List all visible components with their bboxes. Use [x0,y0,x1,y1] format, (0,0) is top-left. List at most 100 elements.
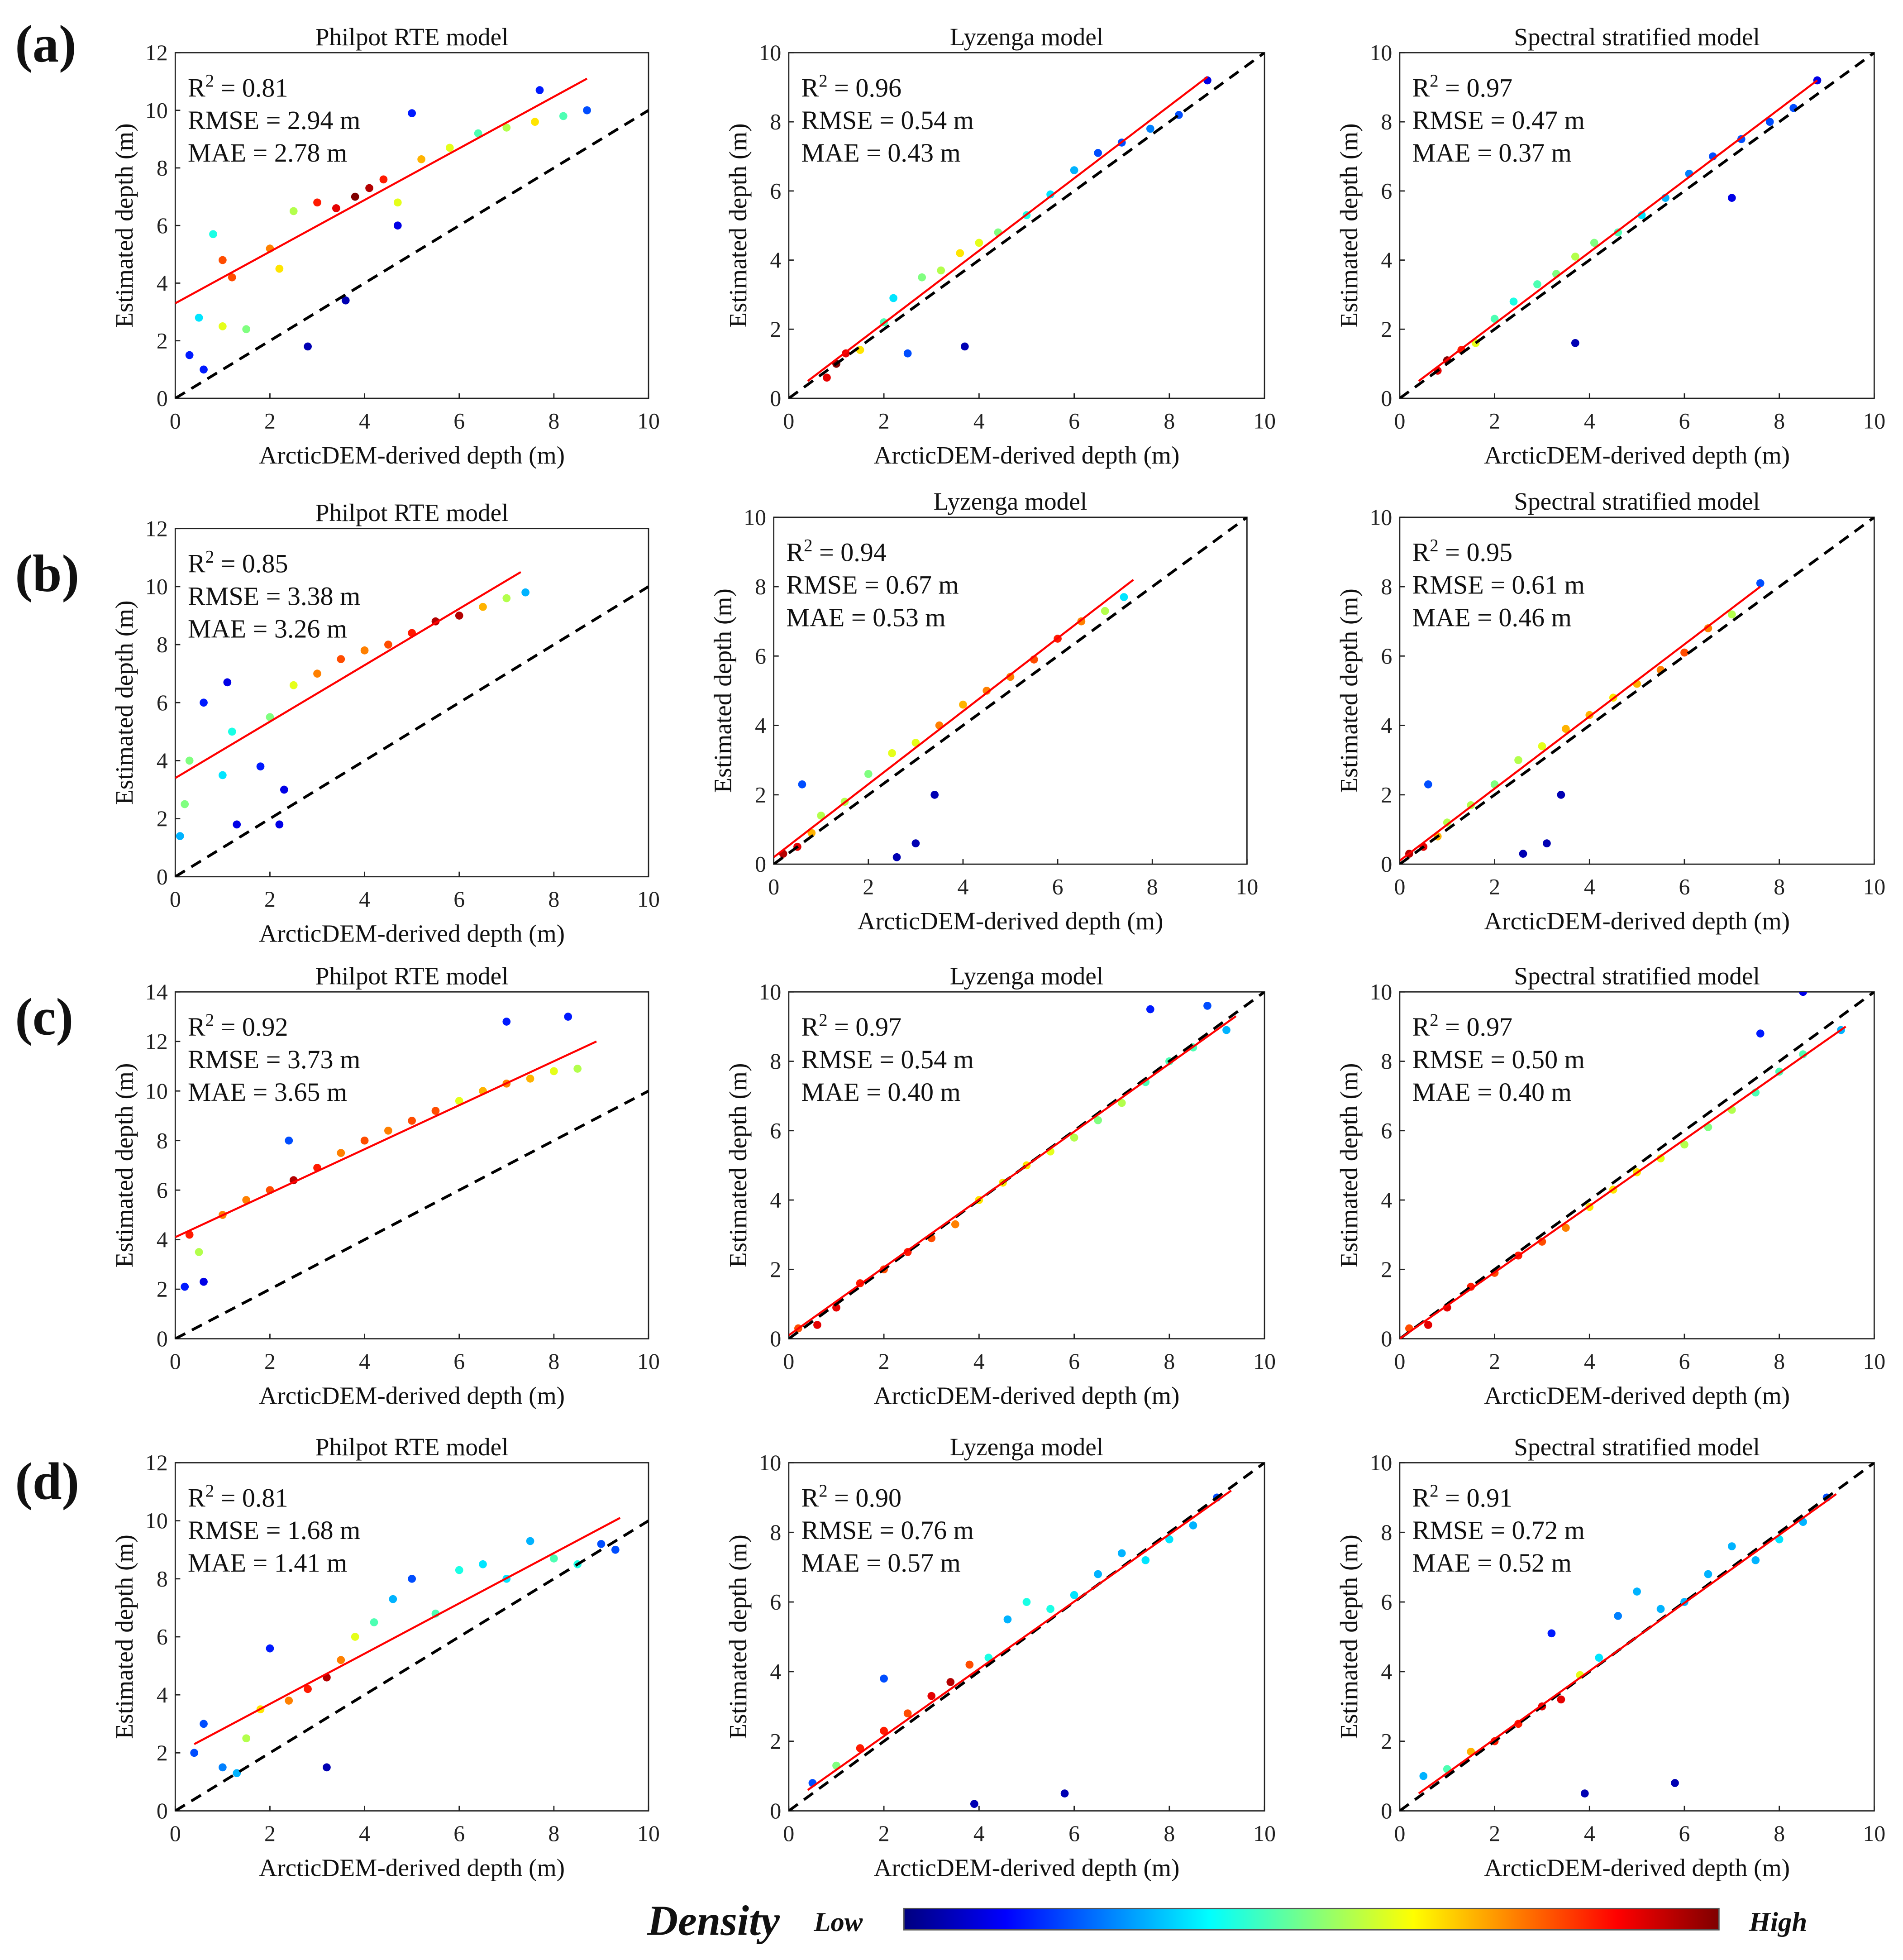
stat-label: R [801,1483,819,1512]
one-to-one-line [1399,1463,1874,1811]
one-to-one-line [1399,517,1874,865]
data-point [256,762,265,771]
data-point [597,1540,606,1548]
data-point [930,790,939,799]
y-tick-label: 4 [1381,248,1392,272]
regression-line [1418,1493,1837,1794]
data-point [1046,1605,1054,1613]
x-tick-label: 4 [359,887,370,912]
data-point [1547,1629,1556,1638]
colorbar: Density Low High [647,1897,1807,1944]
data-point [1680,648,1688,657]
x-tick-label: 4 [958,874,969,899]
data-point [389,1595,397,1603]
x-tick-label: 6 [453,1349,465,1374]
x-tick-label: 10 [1253,1821,1276,1846]
x-axis-label: ArcticDEM-derived depth (m) [259,1854,565,1881]
data-point [185,351,194,359]
x-axis-label: ArcticDEM-derived depth (m) [259,441,565,469]
y-tick-label: 10 [744,505,766,530]
data-point [455,612,463,620]
equals: = [1439,73,1467,102]
x-tick-label: 8 [1147,874,1158,899]
data-point [351,192,359,201]
y-tick-label: 10 [145,1508,168,1533]
y-tick-label: 6 [770,178,781,203]
colorbar-high-label: High [1749,1907,1808,1937]
stat-value: 0.40 m [1498,1077,1571,1107]
data-point [1799,992,1807,996]
x-tick-label: 2 [1489,1349,1500,1374]
equals: = [1439,538,1467,567]
x-tick-label: 8 [548,1349,559,1374]
data-point [1509,297,1518,306]
stat-rmse: RMSE = 0.54 m [801,1045,974,1074]
stat-label: MAE [1412,1077,1471,1107]
x-axis-label: ArcticDEM-derived depth (m) [259,920,565,947]
scatter-panel: 0 2 4 6 8 10 0 2 4 6 8 10 12 14 Philpot RTE model Arcti… [110,962,660,1410]
data-point [181,1282,189,1291]
stat-r2: R2 = 0.96 [801,71,902,102]
data-point [185,756,194,765]
scatter-panel: 0 2 4 6 8 10 0 2 4 6 8 10 Spectral stratified model A… [1335,23,1885,469]
y-tick-label: 0 [1381,1798,1392,1823]
stat-r2: R2 = 0.90 [801,1481,902,1512]
regression-line [175,77,588,304]
x-tick-label: 4 [1584,874,1595,899]
x-tick-label: 6 [1068,1349,1080,1374]
data-point [1514,1720,1522,1728]
equals: = [1471,1548,1499,1578]
data-point [200,1720,208,1728]
x-tick-label: 2 [878,1821,890,1846]
data-point [455,1097,463,1105]
y-tick-label: 8 [157,156,168,181]
scatter-panel: 0 2 4 6 8 10 0 2 4 6 8 10 Spectral stratified model A… [1335,488,1885,935]
stat-value: 3.38 m [287,581,360,611]
scatter-panel: 0 2 4 6 8 10 0 2 4 6 8 10 Spectral stratified model A… [1335,1433,1885,1882]
stat-value: 0.46 m [1498,602,1571,632]
x-tick-label: 10 [1863,1349,1885,1374]
x-axis-label: ArcticDEM-derived depth (m) [1484,441,1790,469]
data-point [911,739,920,747]
stat-label: RMSE [801,1045,873,1074]
data-point [408,1117,416,1125]
stat-value: 3.26 m [274,614,347,643]
data-point [289,681,298,689]
data-point [951,1220,959,1229]
data-point [1094,1116,1102,1124]
y-tick-label: 8 [157,1566,168,1591]
y-tick-label: 10 [758,1450,781,1475]
data-point [1120,593,1128,601]
y-tick-label: 6 [157,1625,168,1649]
stat-value: 0.95 [1466,538,1512,567]
data-point [1203,1002,1211,1010]
data-point [918,273,926,282]
regression-line [1399,586,1761,862]
data-point [233,1769,241,1778]
y-tick-label: 8 [1381,574,1392,599]
x-axis-label: ArcticDEM-derived depth (m) [858,907,1164,935]
data-point [200,1277,208,1286]
x-tick-label: 2 [878,1349,890,1374]
stat-label: MAE [786,602,844,632]
x-tick-label: 0 [783,408,794,433]
data-point [983,687,991,695]
stat-value: 0.57 m [887,1548,960,1578]
x-axis-label: ArcticDEM-derived depth (m) [874,1854,1180,1881]
stat-label: RMSE [188,581,259,611]
data-point [266,1644,274,1653]
data-point [242,1734,251,1743]
data-point [1571,339,1579,347]
x-tick-label: 4 [359,1349,370,1374]
data-point [445,143,454,152]
data-point [550,1067,558,1076]
data-point [1189,1521,1197,1530]
stat-value: 0.81 [242,73,288,102]
y-tick-label: 2 [1381,1729,1392,1754]
stat-value: 0.97 [1466,73,1512,102]
data-point [1727,1542,1736,1550]
panel-title: Philpot RTE model [315,962,509,990]
y-tick-label: 4 [157,1683,168,1707]
data-point [864,770,873,778]
x-tick-label: 10 [637,887,660,912]
